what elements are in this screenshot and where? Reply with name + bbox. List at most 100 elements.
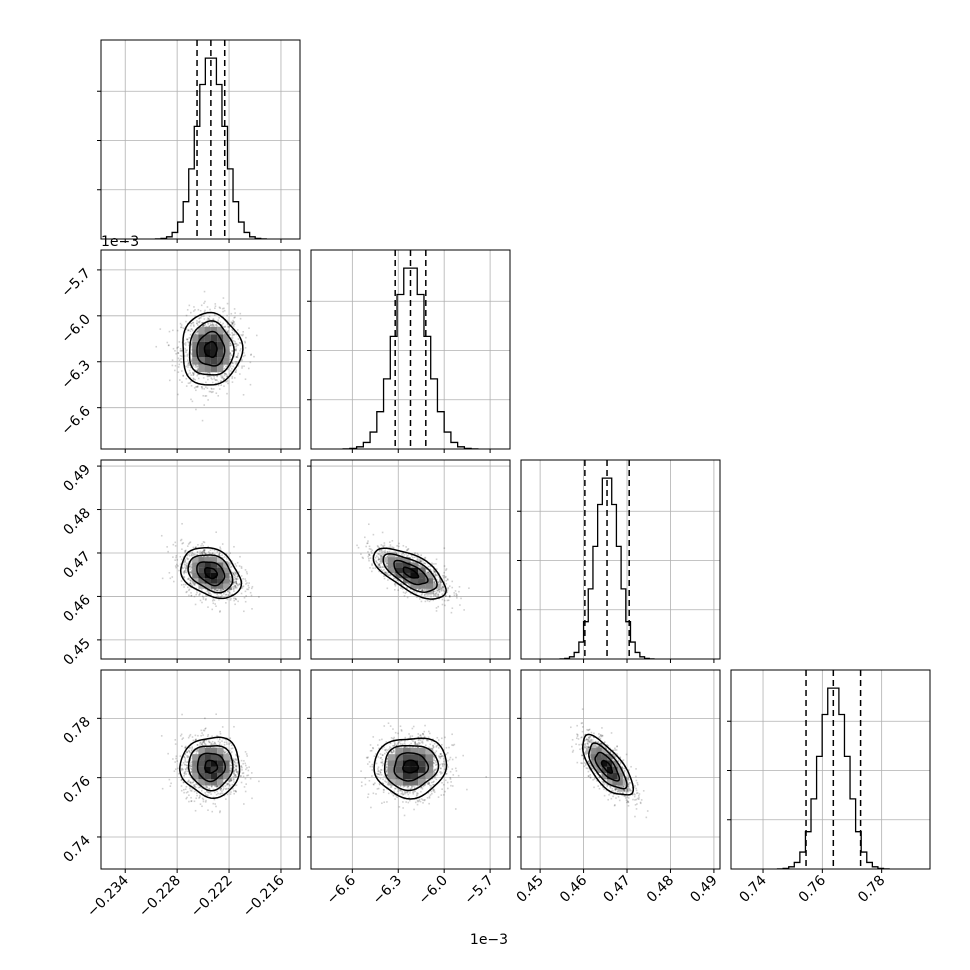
sample-point: [201, 386, 203, 389]
sample-point: [392, 573, 395, 576]
sample-point: [437, 593, 439, 596]
sample-point: [242, 578, 244, 580]
sample-point: [441, 603, 444, 606]
sample-point: [232, 576, 235, 578]
sample-point: [185, 365, 187, 368]
sample-point: [234, 348, 237, 351]
sample-point: [186, 565, 189, 567]
sample-point: [194, 315, 196, 318]
sample-point: [418, 588, 420, 591]
sample-point: [203, 786, 206, 789]
sample-point: [228, 587, 231, 590]
sample-point: [434, 594, 437, 597]
sample-point: [215, 392, 218, 395]
sample-point: [203, 741, 206, 743]
sample-point: [232, 587, 235, 590]
sample-point: [201, 742, 204, 744]
sample-point: [360, 553, 362, 555]
sample-point: [189, 562, 192, 564]
sample-point: [201, 601, 203, 604]
sample-point: [241, 334, 244, 337]
sample-point: [187, 329, 190, 331]
sample-point: [240, 775, 242, 777]
sample-point: [190, 584, 193, 586]
sample-point: [231, 329, 234, 332]
density-cell: [198, 557, 205, 563]
sample-point: [174, 369, 176, 372]
sample-point: [235, 768, 237, 770]
sample-point: [385, 571, 387, 574]
sample-point: [229, 358, 231, 361]
sample-point: [447, 587, 449, 590]
sample-point: [379, 560, 381, 563]
sample-point: [218, 316, 220, 319]
sample-point: [221, 790, 223, 793]
sample-point: [209, 791, 212, 794]
sample-point: [386, 573, 389, 576]
sample-point: [357, 546, 360, 549]
sample-point: [221, 554, 223, 557]
sample-point: [232, 322, 234, 325]
density-cell: [198, 341, 205, 350]
sample-point: [230, 769, 233, 772]
sample-point: [369, 567, 371, 569]
sample-point: [161, 787, 164, 790]
sample-point: [228, 325, 230, 328]
contour-line: [393, 559, 429, 586]
panel-frame: [310, 249, 511, 450]
sample-point: [230, 580, 233, 583]
sample-point: [240, 565, 243, 568]
sample-point: [229, 344, 232, 347]
sample-point: [176, 559, 179, 561]
sample-point: [234, 572, 237, 575]
sample-point: [180, 324, 183, 326]
sample-point: [212, 602, 215, 605]
sample-point: [209, 390, 212, 393]
sample-point: [203, 739, 206, 741]
sample-point: [247, 367, 250, 370]
sample-point: [437, 595, 439, 597]
sample-point: [222, 322, 224, 325]
sample-point: [421, 589, 423, 591]
sample-point: [185, 571, 188, 574]
sample-point: [222, 331, 225, 334]
density-cell: [198, 562, 205, 568]
sample-point: [430, 595, 432, 598]
sample-point: [193, 325, 195, 328]
sample-point: [383, 577, 386, 580]
density-cell: [217, 567, 224, 573]
density-cell: [410, 583, 419, 589]
sample-point: [195, 792, 198, 794]
sample-point: [429, 565, 432, 567]
density-cell: [204, 326, 211, 335]
sample-point: [190, 342, 192, 344]
sample-point: [468, 587, 470, 589]
sample-point: [436, 589, 438, 592]
sample-point: [183, 560, 186, 562]
sample-point: [228, 588, 231, 591]
sample-point: [376, 545, 379, 547]
sample-point: [230, 588, 232, 591]
sample-point: [443, 599, 446, 602]
sample-point: [437, 595, 440, 598]
sample-point: [182, 561, 185, 563]
density-cell: [418, 578, 426, 584]
sample-point: [186, 796, 188, 799]
sample-point: [231, 333, 234, 336]
sample-point: [435, 568, 438, 570]
sample-point: [234, 597, 237, 600]
sample-point: [244, 354, 246, 357]
sample-point: [236, 356, 239, 359]
sample-point: [216, 734, 218, 737]
sample-point: [245, 571, 248, 573]
sample-point: [208, 553, 211, 555]
sample-point: [240, 348, 242, 350]
sample-point: [416, 556, 418, 558]
sample-point: [206, 306, 209, 308]
sample-point: [188, 369, 191, 372]
sample-point: [227, 326, 229, 328]
sample-point: [433, 595, 435, 597]
density-cell: [204, 557, 211, 563]
sample-point: [235, 776, 238, 778]
density-cell: [192, 349, 199, 358]
